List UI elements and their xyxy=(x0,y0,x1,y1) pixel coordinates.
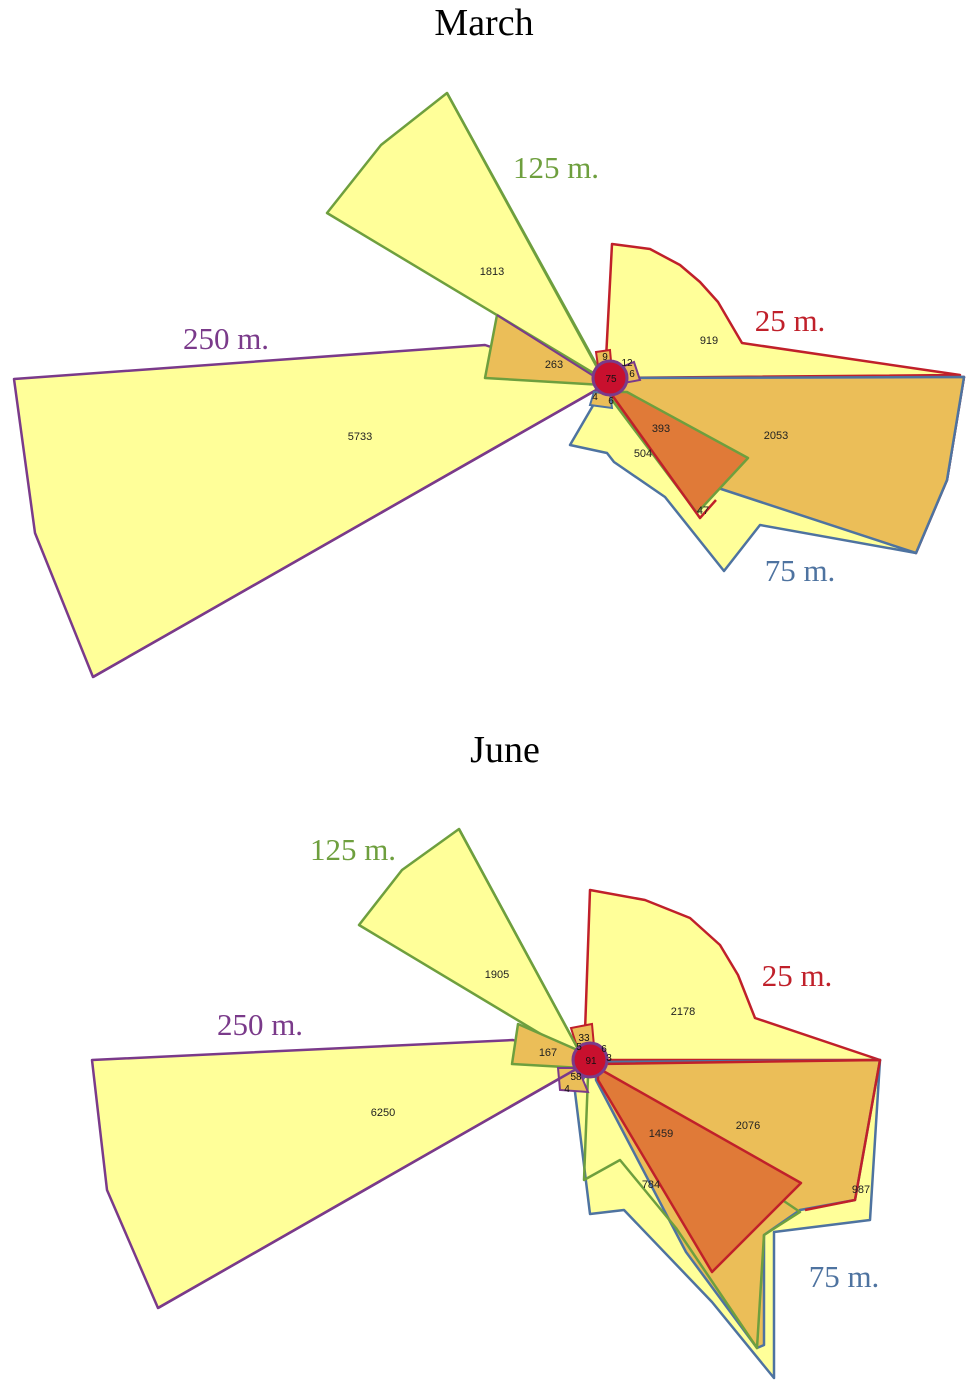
june-value-33: 33 xyxy=(578,1033,590,1044)
june-label-250m: 250 m. xyxy=(217,1007,303,1042)
june-125m-edge-line xyxy=(457,828,586,1061)
march-value-5733: 5733 xyxy=(348,431,372,443)
march-panel: March 125 m. 25 m. 250 m. xyxy=(12,2,966,679)
march-value-6-south: 6 xyxy=(608,396,614,407)
march-25m-dark-wedge-outline xyxy=(610,394,717,520)
march-value-6-east: 6 xyxy=(629,369,635,380)
march-label-250m: 250 m. xyxy=(183,321,269,356)
march-title: March xyxy=(434,2,533,44)
june-title: June xyxy=(470,729,540,771)
march-value-2053: 2053 xyxy=(764,430,788,442)
march-label-75m: 75 m. xyxy=(765,553,836,588)
june-value-784: 784 xyxy=(642,1179,660,1191)
march-value-4: 4 xyxy=(592,392,598,403)
june-value-91: 91 xyxy=(585,1056,597,1067)
june-label-25m: 25 m. xyxy=(762,958,833,993)
march-value-393: 393 xyxy=(652,423,670,435)
june-value-2178: 2178 xyxy=(671,1006,695,1018)
june-label-75m: 75 m. xyxy=(809,1259,880,1294)
june-250m-west-sector xyxy=(90,1038,587,1310)
march-value-504: 504 xyxy=(634,448,652,460)
march-125m-edge-line xyxy=(445,92,606,381)
june-value-5: 5 xyxy=(576,1042,582,1053)
june-value-3: 3 xyxy=(606,1053,612,1064)
june-value-2076: 2076 xyxy=(736,1120,760,1132)
march-center-circle xyxy=(591,359,629,397)
march-label-125m: 125 m. xyxy=(513,150,599,185)
march-125m-northwest-sector xyxy=(325,91,607,382)
march-250m-west-sector xyxy=(12,343,607,679)
june-center-circle xyxy=(571,1041,609,1079)
june-value-1905: 1905 xyxy=(485,969,509,981)
june-value-6250: 6250 xyxy=(371,1107,395,1119)
march-250m-small-west-outline xyxy=(496,314,604,383)
june-value-6: 6 xyxy=(601,1044,607,1055)
march-value-263: 263 xyxy=(545,359,563,371)
june-25m-northeast-sector xyxy=(582,888,882,1062)
march-value-47: 47 xyxy=(697,505,709,517)
june-25m-east-wedge-outline xyxy=(597,1058,882,1212)
june-value-58: 58 xyxy=(570,1072,582,1083)
june-panel: June 125 m. 25 m. 250 m. 75 m. xyxy=(90,729,882,1380)
march-value-1813: 1813 xyxy=(480,266,504,278)
march-value-919: 919 xyxy=(700,335,718,347)
june-value-1459: 1459 xyxy=(649,1128,673,1140)
march-value-12: 12 xyxy=(621,358,633,369)
june-value-167: 167 xyxy=(539,1047,557,1059)
march-250m-southwest-edge xyxy=(92,383,606,679)
march-value-75: 75 xyxy=(605,374,617,385)
june-label-125m: 125 m. xyxy=(310,832,396,867)
march-label-25m: 25 m. xyxy=(755,303,826,338)
june-value-987: 987 xyxy=(852,1184,870,1196)
march-25m-northeast-sector xyxy=(603,242,962,380)
march-value-9: 9 xyxy=(602,352,608,363)
june-250m-southwest-edge xyxy=(157,1062,586,1310)
june-value-4: 4 xyxy=(564,1084,570,1095)
